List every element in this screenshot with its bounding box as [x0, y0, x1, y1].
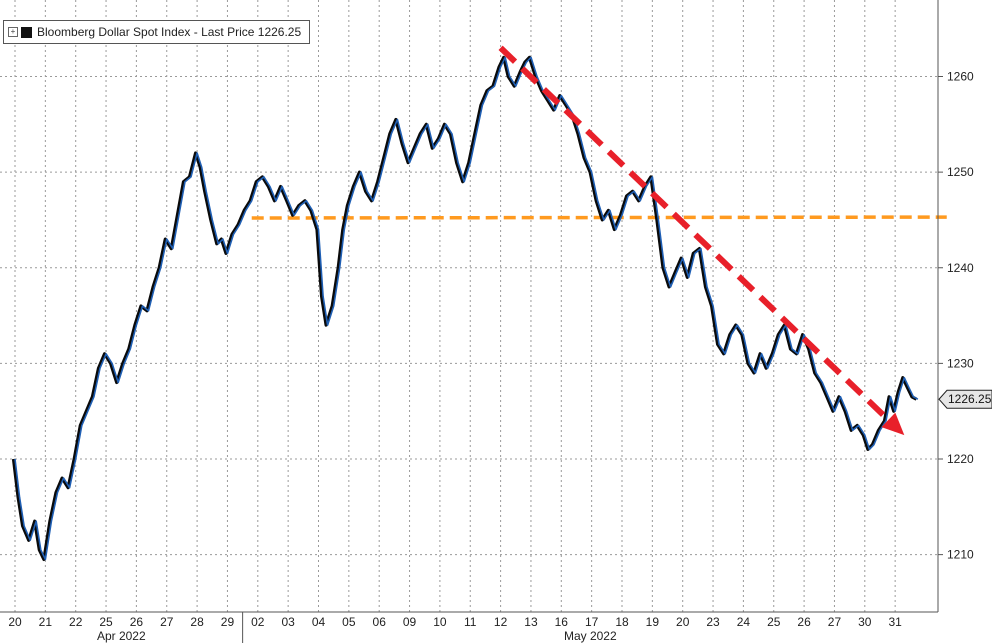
x-tick-label: 06: [373, 615, 387, 629]
x-tick-label: 20: [676, 615, 690, 629]
x-tick-label: 19: [646, 615, 660, 629]
x-tick-label: 26: [797, 615, 811, 629]
x-tick-label: 04: [312, 615, 326, 629]
x-tick-label: 10: [433, 615, 447, 629]
month-label: May 2022: [564, 629, 617, 643]
x-tick-label: 21: [39, 615, 53, 629]
trend-arrowhead-icon: [881, 412, 905, 436]
legend-expand-icon[interactable]: +: [8, 27, 18, 37]
legend-label: Bloomberg Dollar Spot Index - Last Price…: [37, 25, 302, 39]
x-tick-label: 02: [251, 615, 265, 629]
last-price-tag: [938, 389, 992, 409]
month-label: Apr 2022: [97, 629, 146, 643]
y-tick-label: 1220: [947, 452, 974, 466]
gridlines: [0, 0, 938, 612]
legend-color-swatch: [21, 26, 32, 38]
x-tick-label: 16: [555, 615, 569, 629]
last-price-label: 1226.25: [948, 392, 992, 406]
x-tick-label: 17: [585, 615, 599, 629]
legend[interactable]: + Bloomberg Dollar Spot Index - Last Pri…: [3, 20, 311, 44]
y-tick-label: 1260: [947, 70, 974, 84]
x-tick-label: 13: [524, 615, 538, 629]
x-tick-label: 30: [858, 615, 872, 629]
y-tick-label: 1250: [947, 165, 974, 179]
x-tick-label: 25: [99, 615, 113, 629]
x-tick-label: 05: [342, 615, 356, 629]
price-series-line: [14, 56, 919, 561]
price-series-shadow: [11, 55, 918, 561]
y-tick-label: 1210: [947, 548, 974, 562]
x-tick-label: 24: [737, 615, 751, 629]
x-tick-label: 11: [464, 615, 477, 629]
axes: [0, 0, 943, 643]
x-tick-label: 22: [69, 615, 83, 629]
support-line-layer: [251, 215, 947, 220]
x-tick-label: 31: [888, 615, 902, 629]
x-tick-label: 12: [494, 615, 508, 629]
support-level-line: [251, 215, 947, 220]
x-tick-label: 25: [767, 615, 781, 629]
x-tick-label: 20: [8, 615, 22, 629]
x-tick-label: 27: [828, 615, 842, 629]
y-tick-label: 1230: [947, 356, 974, 370]
x-tick-label: 18: [615, 615, 629, 629]
x-tick-label: 28: [190, 615, 204, 629]
x-tick-label: 27: [160, 615, 174, 629]
price-series-layer: [11, 55, 919, 561]
x-tick-label: 09: [403, 615, 417, 629]
trend-arrow-layer: [498, 45, 905, 436]
y-tick-label: 1240: [947, 261, 974, 275]
x-tick-label: 23: [706, 615, 720, 629]
x-tick-label: 03: [281, 615, 295, 629]
x-tick-label: 29: [221, 615, 235, 629]
x-tick-label: 26: [130, 615, 144, 629]
